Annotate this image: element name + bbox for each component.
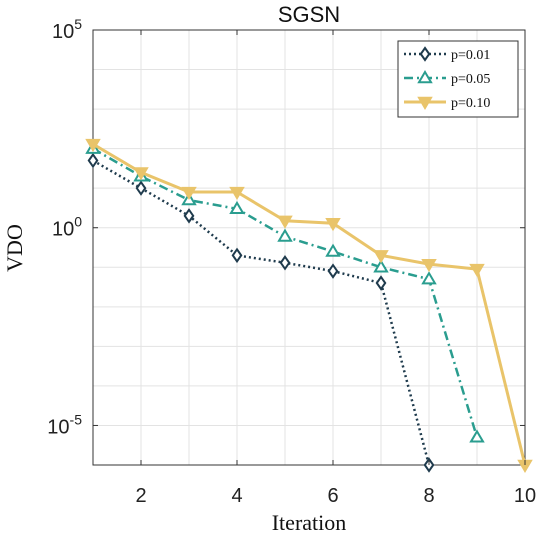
data-point [325, 218, 341, 232]
x-tick-label: 8 [423, 485, 434, 507]
x-tick-label: 2 [135, 485, 146, 507]
legend-label: p=0.01 [451, 48, 490, 63]
series-line [92, 142, 527, 466]
chart-title: SGSN [278, 2, 340, 27]
x-axis-label: Iteration [272, 510, 347, 534]
y-axis-label: VDO [2, 224, 27, 272]
data-point [231, 247, 243, 264]
series-2 [85, 140, 485, 443]
data-point [469, 263, 485, 278]
x-tick-label: 6 [327, 485, 338, 507]
legend: p=0.01 p=0.05 p=0.10 [397, 40, 519, 118]
data-point [325, 243, 341, 257]
data-point [133, 167, 149, 181]
series-layer [85, 138, 533, 473]
y-tick-label: 105 [52, 16, 82, 43]
data-point [421, 258, 437, 273]
data-point [181, 186, 197, 200]
data-point [87, 152, 99, 169]
data-point [375, 275, 387, 291]
data-point [277, 215, 293, 229]
data-point [373, 250, 389, 264]
x-tick-label: 10 [514, 485, 536, 507]
y-tick-label: 100 [52, 214, 82, 241]
data-point [279, 255, 291, 271]
series-line [92, 159, 431, 466]
plot-frame [92, 29, 526, 466]
series-3 [85, 138, 533, 473]
legend-marker [417, 96, 433, 110]
legend-marker [419, 46, 431, 62]
series-1 [87, 152, 435, 473]
data-point [135, 180, 147, 196]
legend-label: p=0.10 [451, 96, 490, 111]
data-point [183, 208, 195, 224]
data-point [277, 228, 293, 242]
legend-marker [417, 70, 433, 84]
y-ticks: 10-5 100 105 [47, 16, 525, 438]
data-point [229, 200, 245, 215]
data-point [327, 263, 339, 279]
data-point [373, 259, 389, 273]
data-point [85, 138, 101, 153]
x-ticks: 2 4 6 8 10 [135, 30, 536, 507]
data-point [229, 186, 245, 200]
x-tick-label: 4 [231, 485, 242, 507]
legend-label: p=0.05 [451, 72, 490, 87]
data-point [469, 429, 485, 443]
y-tick-label: 10-5 [47, 411, 82, 438]
data-point [421, 271, 437, 285]
